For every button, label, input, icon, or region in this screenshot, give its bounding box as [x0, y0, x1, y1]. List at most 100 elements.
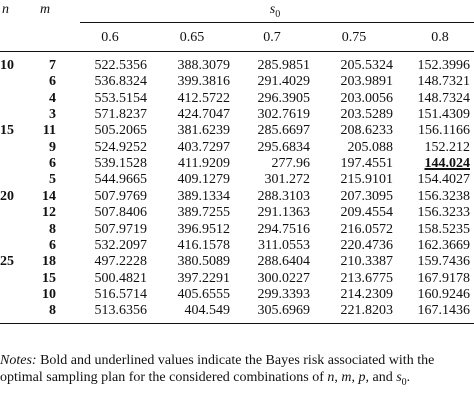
- cell-value: 158.5235: [417, 221, 471, 237]
- cell-value: 291.1363: [257, 205, 311, 221]
- cell-value: 416.1578: [177, 237, 231, 253]
- cell-value: 285.6697: [257, 123, 311, 139]
- notes-text: ,: [334, 370, 342, 385]
- cell-value: 205.088: [347, 139, 394, 155]
- cell-value: 277.96: [271, 156, 311, 172]
- notes-var: p: [358, 370, 366, 385]
- rule: [0, 322, 474, 324]
- cell-value: 197.4551: [340, 156, 394, 172]
- cell-value: 553.5154: [94, 90, 148, 106]
- header-s: s0: [269, 2, 281, 20]
- cell-value: 220.4736: [340, 237, 394, 253]
- n-value: 10: [0, 58, 14, 73]
- m-value: 6: [49, 74, 56, 90]
- cell-value: 221.8203: [340, 303, 394, 319]
- column-header: 0.65: [179, 30, 205, 45]
- cell-value: 301.272: [264, 172, 311, 188]
- cell-value: 532.2097: [94, 237, 148, 253]
- cell-value: 389.1334: [177, 188, 231, 204]
- m-value: 15: [42, 270, 56, 286]
- cell-value: 167.1436: [417, 303, 471, 319]
- cell-value: 412.5722: [177, 90, 231, 106]
- rule: [0, 51, 474, 52]
- m-value: 11: [42, 123, 56, 139]
- cell-value: 148.7321: [417, 74, 471, 90]
- column-header: 0.75: [341, 30, 367, 45]
- header-m: m: [40, 2, 51, 17]
- cell-value: 208.6233: [340, 123, 394, 139]
- m-value: 4: [49, 90, 56, 106]
- cell-value: 215.9101: [340, 172, 394, 188]
- cell-value: 144.024: [424, 156, 471, 172]
- cell-value: 405.6555: [177, 286, 231, 302]
- cell-value: 396.9512: [177, 221, 231, 237]
- m-value: 14: [42, 188, 56, 204]
- n-value: 15: [0, 123, 14, 139]
- cell-value: 151.4309: [417, 107, 471, 123]
- column-header: 0.7: [263, 30, 281, 45]
- n-value: 25: [0, 254, 14, 270]
- cell-value: 203.0056: [340, 90, 394, 106]
- cell-value: 152.3996: [417, 58, 471, 73]
- cell-value: 291.4029: [257, 74, 311, 90]
- cell-value: 305.6969: [257, 303, 311, 319]
- rule: [80, 22, 474, 23]
- cell-value: 300.0227: [257, 270, 311, 286]
- cell-value: 539.1528: [94, 156, 148, 172]
- cell-value: 513.6356: [94, 303, 148, 319]
- cell-value: 205.5324: [340, 58, 394, 73]
- cell-value: 207.3095: [340, 188, 394, 204]
- cell-value: 411.9209: [178, 156, 230, 172]
- notes-text: .: [406, 370, 411, 385]
- cell-value: 296.3905: [257, 90, 311, 106]
- m-value: 6: [49, 156, 56, 172]
- cell-value: 295.6834: [257, 139, 311, 155]
- cell-value: 156.1166: [418, 123, 470, 139]
- cell-value: 154.4027: [417, 172, 471, 188]
- notes-text: Bold and underlined values indicate the …: [0, 353, 435, 385]
- m-value: 3: [49, 107, 56, 123]
- cell-value: 516.5714: [94, 286, 148, 302]
- cell-value: 209.4554: [340, 205, 394, 221]
- column-header: 0.8: [431, 30, 449, 45]
- cell-value: 409.1279: [177, 172, 231, 188]
- cell-value: 524.9252: [94, 139, 148, 155]
- cell-value: 302.7619: [257, 107, 311, 123]
- cell-value: 505.2065: [94, 123, 148, 139]
- cell-value: 500.4821: [94, 270, 148, 286]
- cell-value: 403.7297: [177, 139, 231, 155]
- m-value: 8: [49, 221, 56, 237]
- notes-sub: 0: [401, 376, 407, 388]
- cell-value: 380.5089: [177, 254, 231, 270]
- m-value: 7: [49, 58, 56, 73]
- notes-text: ,: [351, 370, 359, 385]
- cell-value: 203.5289: [340, 107, 394, 123]
- cell-value: 404.549: [184, 303, 231, 319]
- cell-value: 544.9665: [94, 172, 148, 188]
- cell-value: 311.0553: [258, 237, 310, 253]
- cell-value: 397.2291: [177, 270, 231, 286]
- cell-value: 288.3103: [257, 188, 311, 204]
- cell-value: 167.9178: [417, 270, 471, 286]
- cell-value: 389.7255: [177, 205, 231, 221]
- cell-value: 424.7047: [177, 107, 231, 123]
- cell-value: 497.2228: [94, 254, 148, 270]
- cell-value: 399.3816: [177, 74, 231, 90]
- m-value: 5: [49, 172, 56, 188]
- notes-text: , and: [365, 370, 397, 385]
- notes-var: s: [396, 370, 402, 385]
- cell-value: 507.9769: [94, 188, 148, 204]
- m-value: 12: [42, 205, 56, 221]
- cell-value: 536.8324: [94, 74, 148, 90]
- notes-var: m: [341, 370, 352, 385]
- cell-value: 160.9246: [417, 286, 471, 302]
- cell-value: 162.3669: [417, 237, 471, 253]
- cell-value: 285.9851: [257, 58, 311, 73]
- cell-value: 294.7516: [257, 221, 311, 237]
- notes: Notes: Bold and underlined values indica…: [0, 352, 470, 391]
- cell-value: 571.8237: [94, 107, 148, 123]
- cell-value: 522.5356: [94, 58, 148, 73]
- header-s-sub: 0: [275, 8, 281, 20]
- header-n: n: [2, 2, 9, 17]
